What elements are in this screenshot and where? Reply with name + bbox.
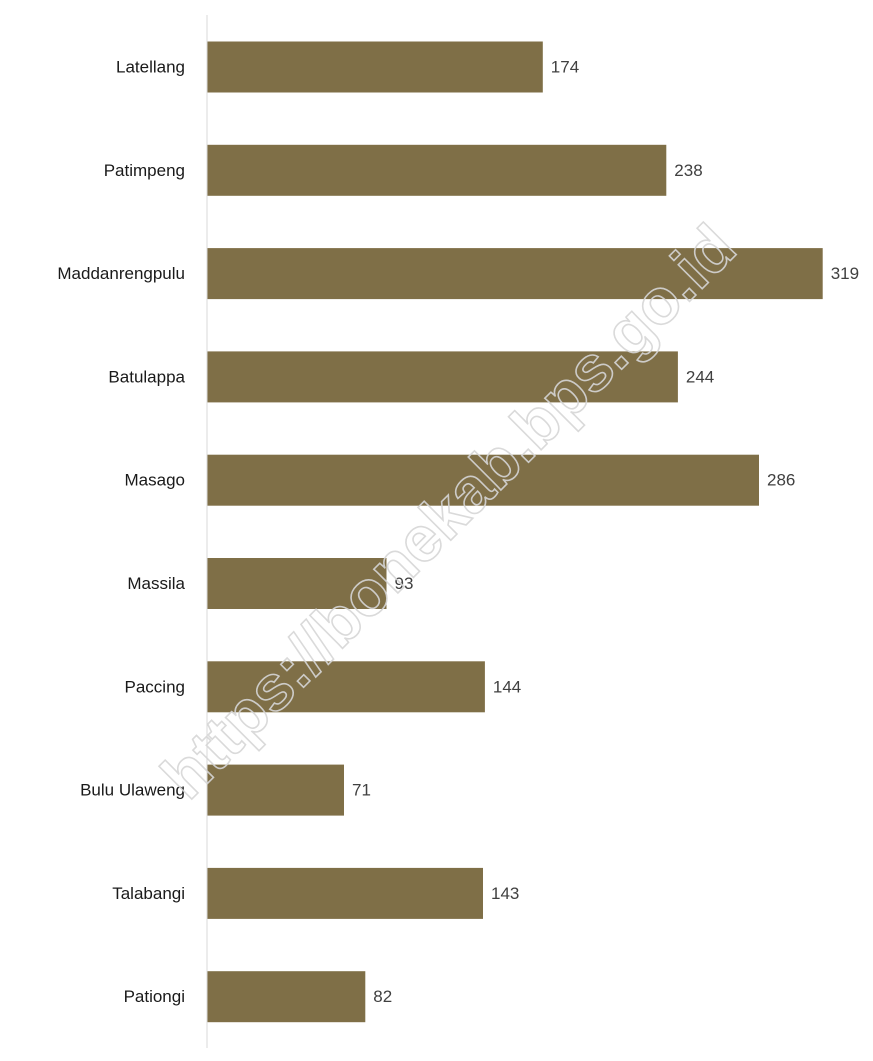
data-label: 71 [352,781,371,800]
data-label: 93 [395,574,414,593]
data-label: 82 [373,987,392,1006]
data-label: 319 [831,264,859,283]
category-label: Batulappa [108,367,185,386]
category-label: Bulu Ulaweng [80,781,185,800]
bar-pationgi [207,971,366,1023]
data-label: 144 [493,677,521,696]
category-label: Masago [125,471,185,490]
bar-patimpeng [207,144,667,196]
category-label: Paccing [125,677,185,696]
bars-layer: Latellang 174 Patimpeng 238 Maddanrengpulu 31… [57,41,859,1023]
data-label: 174 [551,58,579,77]
category-label: Patimpeng [104,161,185,180]
bar-bulu-ulaweng [207,764,344,816]
data-label: 238 [674,161,702,180]
bar-masago [207,454,759,506]
bar-paccing [207,661,485,713]
bar-massila [207,558,387,609]
bar-batulappa [207,351,678,403]
bar-maddanrengpulu [207,248,823,300]
category-label: Latellang [116,58,185,77]
category-label: Massila [127,574,185,593]
bar-talabangi [207,867,483,919]
watermark-text: https://bonekab.bps.go.id [148,211,749,812]
data-label: 143 [491,884,519,903]
category-label: Maddanrengpulu [57,264,185,283]
data-label: 244 [686,367,714,386]
bar-latellang [207,41,543,93]
category-label: Talabangi [112,884,185,903]
data-label: 286 [767,471,795,490]
category-label: Pationgi [124,987,185,1006]
